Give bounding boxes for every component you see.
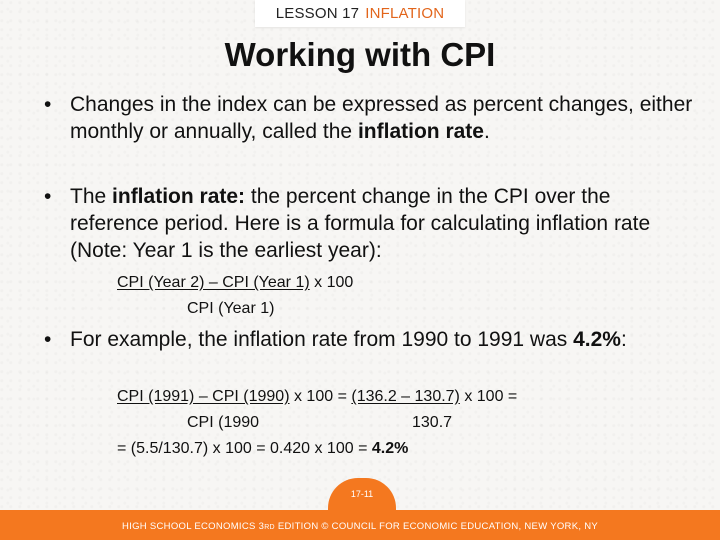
formula-example-denominator: CPI (1990 — [187, 414, 260, 431]
bullet-text-part: the percent change in the CPI over the r… — [70, 185, 651, 262]
bullet-dot: • — [44, 328, 52, 351]
formula-example-result: = (5.5/130.7) x 100 = 0.420 x 100 = 4.2% — [117, 439, 408, 459]
formula-example-numerator-line: CPI (1991) – CPI (1990) x 100 = (136.2 –… — [117, 387, 517, 407]
formula-numerator: CPI (Year 2) – CPI (Year 1) — [117, 274, 310, 291]
formula-multiplier: x 100 = — [289, 388, 352, 405]
lesson-header: LESSON 17 INFLATION — [0, 5, 720, 22]
formula-result-value: 4.2% — [371, 440, 409, 457]
bullet-bold-term: inflation rate — [357, 120, 484, 143]
footer-credit-superscript: RD — [264, 524, 275, 531]
page-number-tab — [328, 478, 396, 512]
footer-credit-part: EDITION © COUNCIL FOR ECONOMIC EDUCATION… — [274, 521, 599, 532]
formula-multiplier: x 100 = — [459, 388, 518, 405]
bullet-text-part: Changes in the index can be expressed as… — [70, 93, 693, 143]
bullet-bold-term: inflation rate: — [112, 185, 246, 208]
footer-bar — [0, 510, 720, 540]
footer-credit: HIGH SCHOOL ECONOMICS 3RD EDITION © COUN… — [0, 521, 720, 532]
formula-general-numerator-line: CPI (Year 2) – CPI (Year 1) x 100 — [117, 273, 353, 293]
footer-credit-part: HIGH SCHOOL ECONOMICS 3 — [121, 521, 265, 532]
page-number: 17-11 — [350, 489, 374, 499]
bullet-text-part: : — [620, 328, 627, 351]
lesson-number: LESSON 17 — [275, 5, 360, 22]
formula-general-denominator: CPI (Year 1) — [187, 300, 275, 317]
formula-result-text: = (5.5/130.7) x 100 = 0.420 x 100 = — [117, 440, 372, 457]
bullet-text: For example, the inflation rate from 199… — [70, 326, 700, 353]
formula-multiplier: x 100 — [309, 274, 354, 291]
slide-title: Working with CPI — [224, 36, 496, 73]
bullet-bold-term: 4.2% — [573, 328, 621, 351]
bullet-dot: • — [44, 185, 52, 208]
lesson-topic: INFLATION — [365, 5, 445, 22]
header-bar — [255, 0, 465, 27]
formula-example-denominator-value: 130.7 — [412, 414, 453, 431]
bullet-text: Changes in the index can be expressed as… — [70, 91, 700, 145]
bullet-dot: • — [44, 93, 52, 116]
bullet-text-part: The — [70, 185, 113, 208]
bullet-text-part: For example, the inflation rate from 199… — [70, 328, 574, 351]
bullet-text-part: . — [483, 120, 490, 143]
formula-numerator-values: (136.2 – 130.7) — [351, 388, 460, 405]
formula-numerator: CPI (1991) – CPI (1990) — [117, 388, 290, 405]
bullet-text: The inflation rate: the percent change i… — [70, 183, 700, 264]
